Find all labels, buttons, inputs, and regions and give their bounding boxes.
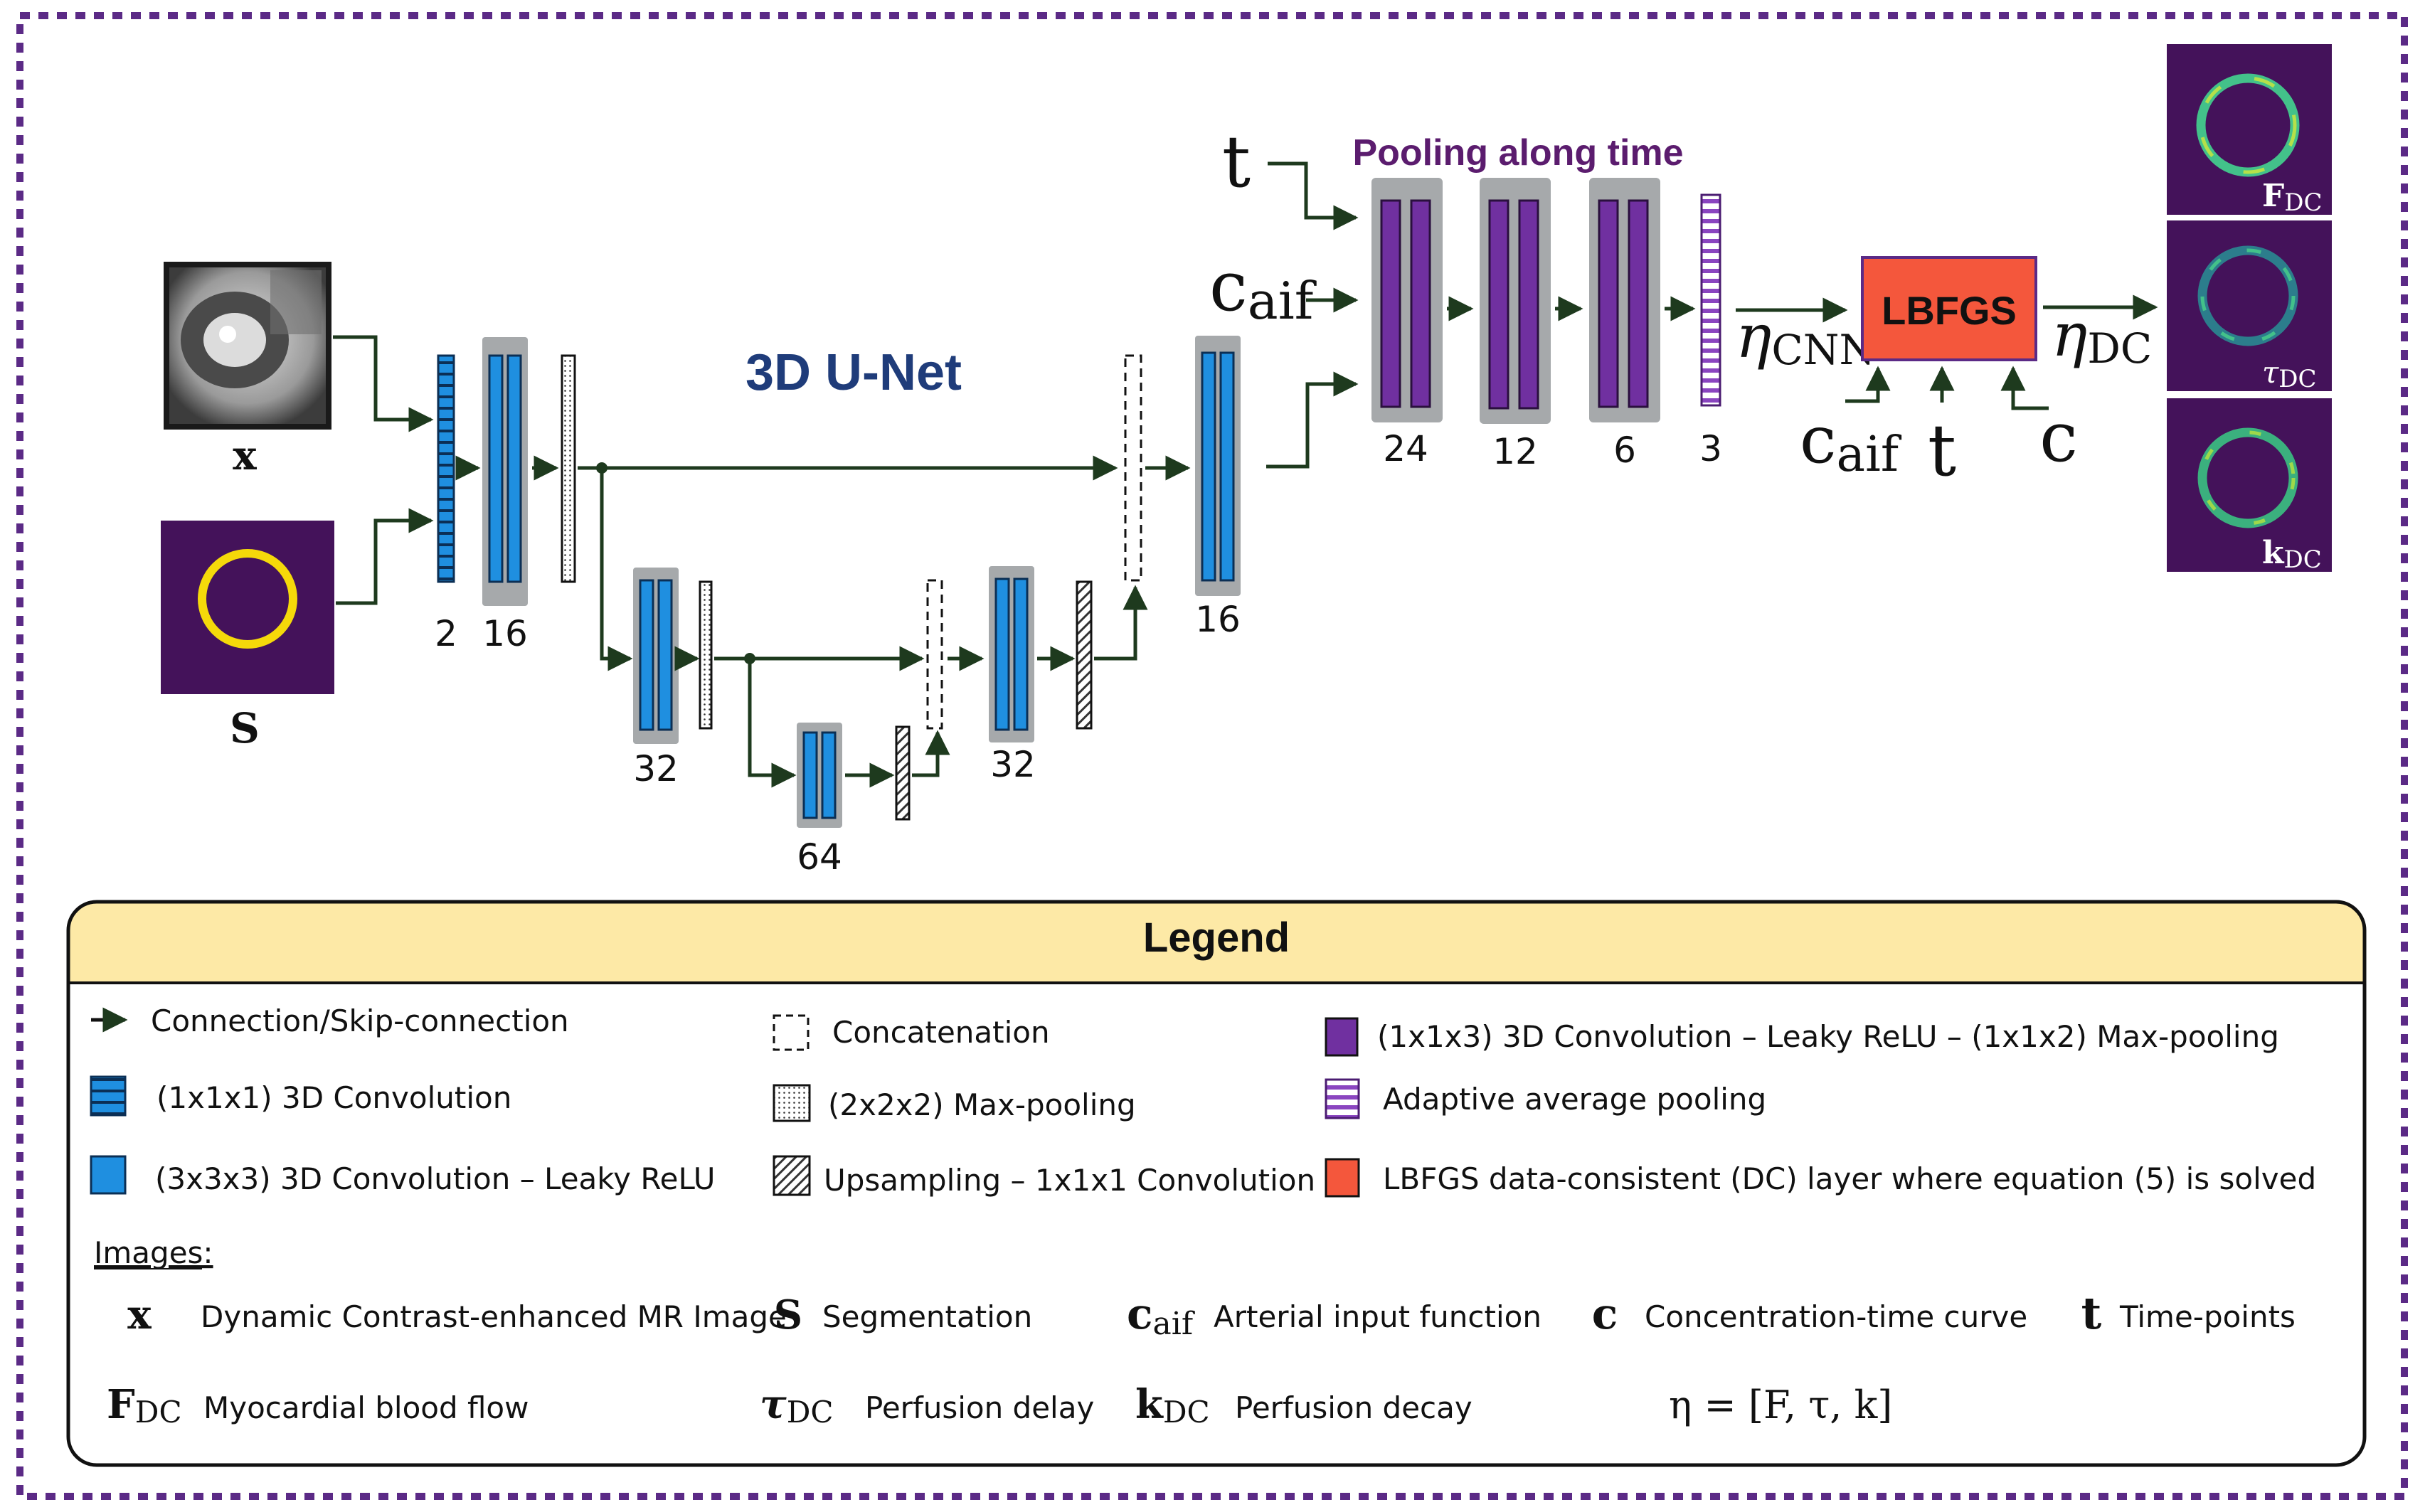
arrow-t-to-pooling [1268,161,1359,230]
legend-item-concatenation: Concatenation [832,1015,1050,1050]
symbol-k-dc-desc: Perfusion decay [1235,1390,1472,1425]
symbol-s-desc: Segmentation [822,1299,1032,1334]
blue-box-icon [90,1155,127,1195]
input-image-x [164,262,331,430]
hatched-box-icon [773,1155,811,1196]
legend-item-adaptive-pooling: Adaptive average pooling [1383,1082,1766,1117]
eta-cnn-label: ηCNN [1736,302,1875,374]
red-box-icon [1325,1158,1360,1198]
channels-pool-12: 12 [1492,431,1538,472]
dotted-box-icon [773,1084,811,1122]
pooling-block-6 [1589,178,1660,422]
legend-title: Legend [1143,915,1290,961]
arrow-s-to-input [336,508,434,605]
symbol-t-desc: Time-points [2119,1299,2296,1334]
striped-blue-box-icon [90,1075,127,1117]
arrow-c-to-lbfgs [2000,366,2049,410]
legend-item-purple-conv: (1x1x3) 3D Convolution – Leaky ReLU – (1… [1377,1019,2279,1054]
lbfgs-input-caif: caif [1800,402,1902,483]
input-image-s [161,521,334,694]
output-tau-label: τDC [2262,355,2317,393]
arrow-up-to-concat2 [912,730,950,777]
input-s-label: S [230,704,260,752]
output-k-label: kDC [2262,535,2322,574]
lbfgs-label: LBFGS [1882,288,2017,333]
maxpool-block-1 [561,354,576,583]
channels-pool-24: 24 [1383,428,1428,469]
purple-box-icon [1325,1017,1359,1057]
output-map-f [2167,44,2332,215]
images-heading: Images: [94,1235,213,1270]
symbol-c-desc: Concentration-time curve [1645,1299,2027,1334]
channels-pool-6: 6 [1613,430,1636,471]
symbol-c: c [1592,1289,1618,1339]
symbol-x-desc: Dynamic Contrast-enhanced MR Image [201,1299,787,1334]
symbol-x: x [127,1292,152,1338]
outer-border [16,12,2408,1500]
channels-input: 2 [435,613,457,654]
symbol-k-dc: kDC [1135,1381,1210,1430]
legend-item-lbfgs: LBFGS data-consistent (DC) layer where e… [1383,1161,2316,1196]
pooling-block-24 [1371,178,1443,422]
arrow-unet-to-pooling [1266,371,1359,469]
channels-dec1: 16 [1195,599,1241,640]
decoder-block-16 [1195,336,1241,596]
legend-panel [66,900,2367,1467]
maxpool-block-2 [699,580,713,730]
concat-block-2 [926,579,943,730]
symbol-tau-dc: τDC [760,1381,834,1430]
dashed-box-icon [773,1014,810,1051]
unet-title: 3D U-Net [745,344,962,401]
output-map-tau [2167,220,2332,391]
channels-enc1: 16 [482,613,528,654]
channels-bottleneck: 64 [797,836,842,878]
eta-equation: η = [F, τ, k] [1669,1383,1892,1427]
output-map-k [2167,398,2332,572]
arrow-down-to-bottleneck [748,659,797,788]
output-f-label: FDC [2262,178,2323,217]
pooling-block-12 [1480,178,1551,424]
arrow-down-to-enc2 [600,468,633,671]
upsample-block-2 [1076,580,1093,730]
decoder-block-32 [989,566,1034,742]
legend-item-conv3x3: (3x3x3) 3D Convolution – Leaky ReLU [155,1161,716,1196]
lbfgs-input-t: t [1928,409,1956,492]
legend-item-conv1x1: (1x1x1) 3D Convolution [156,1080,511,1115]
symbol-caif-desc: Arterial input function [1214,1299,1542,1334]
input-conv1x1-block [437,354,455,583]
adaptive-avg-pooling-block [1700,193,1721,407]
symbol-t: t [2081,1287,2102,1339]
symbol-tau-dc-desc: Perfusion delay [865,1390,1094,1425]
eta-dc-label: ηDC [2052,300,2152,373]
arrow-caif-to-lbfgs [1845,366,1891,403]
channels-adaptive-3: 3 [1699,428,1722,469]
arrow-x-to-input [333,335,434,432]
legend-item-maxpool: (2x2x2) Max-pooling [828,1087,1136,1122]
channels-enc2: 32 [633,748,679,789]
bottleneck-block-64 [797,723,842,828]
legend-item-upsampling: Upsampling – 1x1x1 Convolution [824,1163,1315,1198]
encoder-block-16 [482,337,528,606]
input-x-label: x [233,432,257,479]
legend-item-connection: Connection/Skip-connection [151,1003,569,1038]
channels-dec2: 32 [990,744,1036,785]
symbol-f-dc: FDC [107,1381,182,1430]
symbol-f-dc-desc: Myocardial blood flow [203,1390,529,1425]
concat-block-1 [1124,354,1142,582]
symbol-caif: caif [1127,1289,1195,1342]
symbol-s: S [774,1292,802,1338]
upsample-block-1 [895,725,911,821]
input-caif-label: caif [1209,247,1317,331]
encoder-block-32 [633,568,679,744]
lbfgs-layer [1861,256,2037,361]
striped-purple-box-icon [1325,1078,1360,1119]
input-t-label: t [1222,120,1251,203]
lbfgs-input-c: c [2039,398,2078,477]
pooling-title: Pooling along time [1352,132,1683,174]
arrow-up-to-concat1 [1094,585,1148,661]
